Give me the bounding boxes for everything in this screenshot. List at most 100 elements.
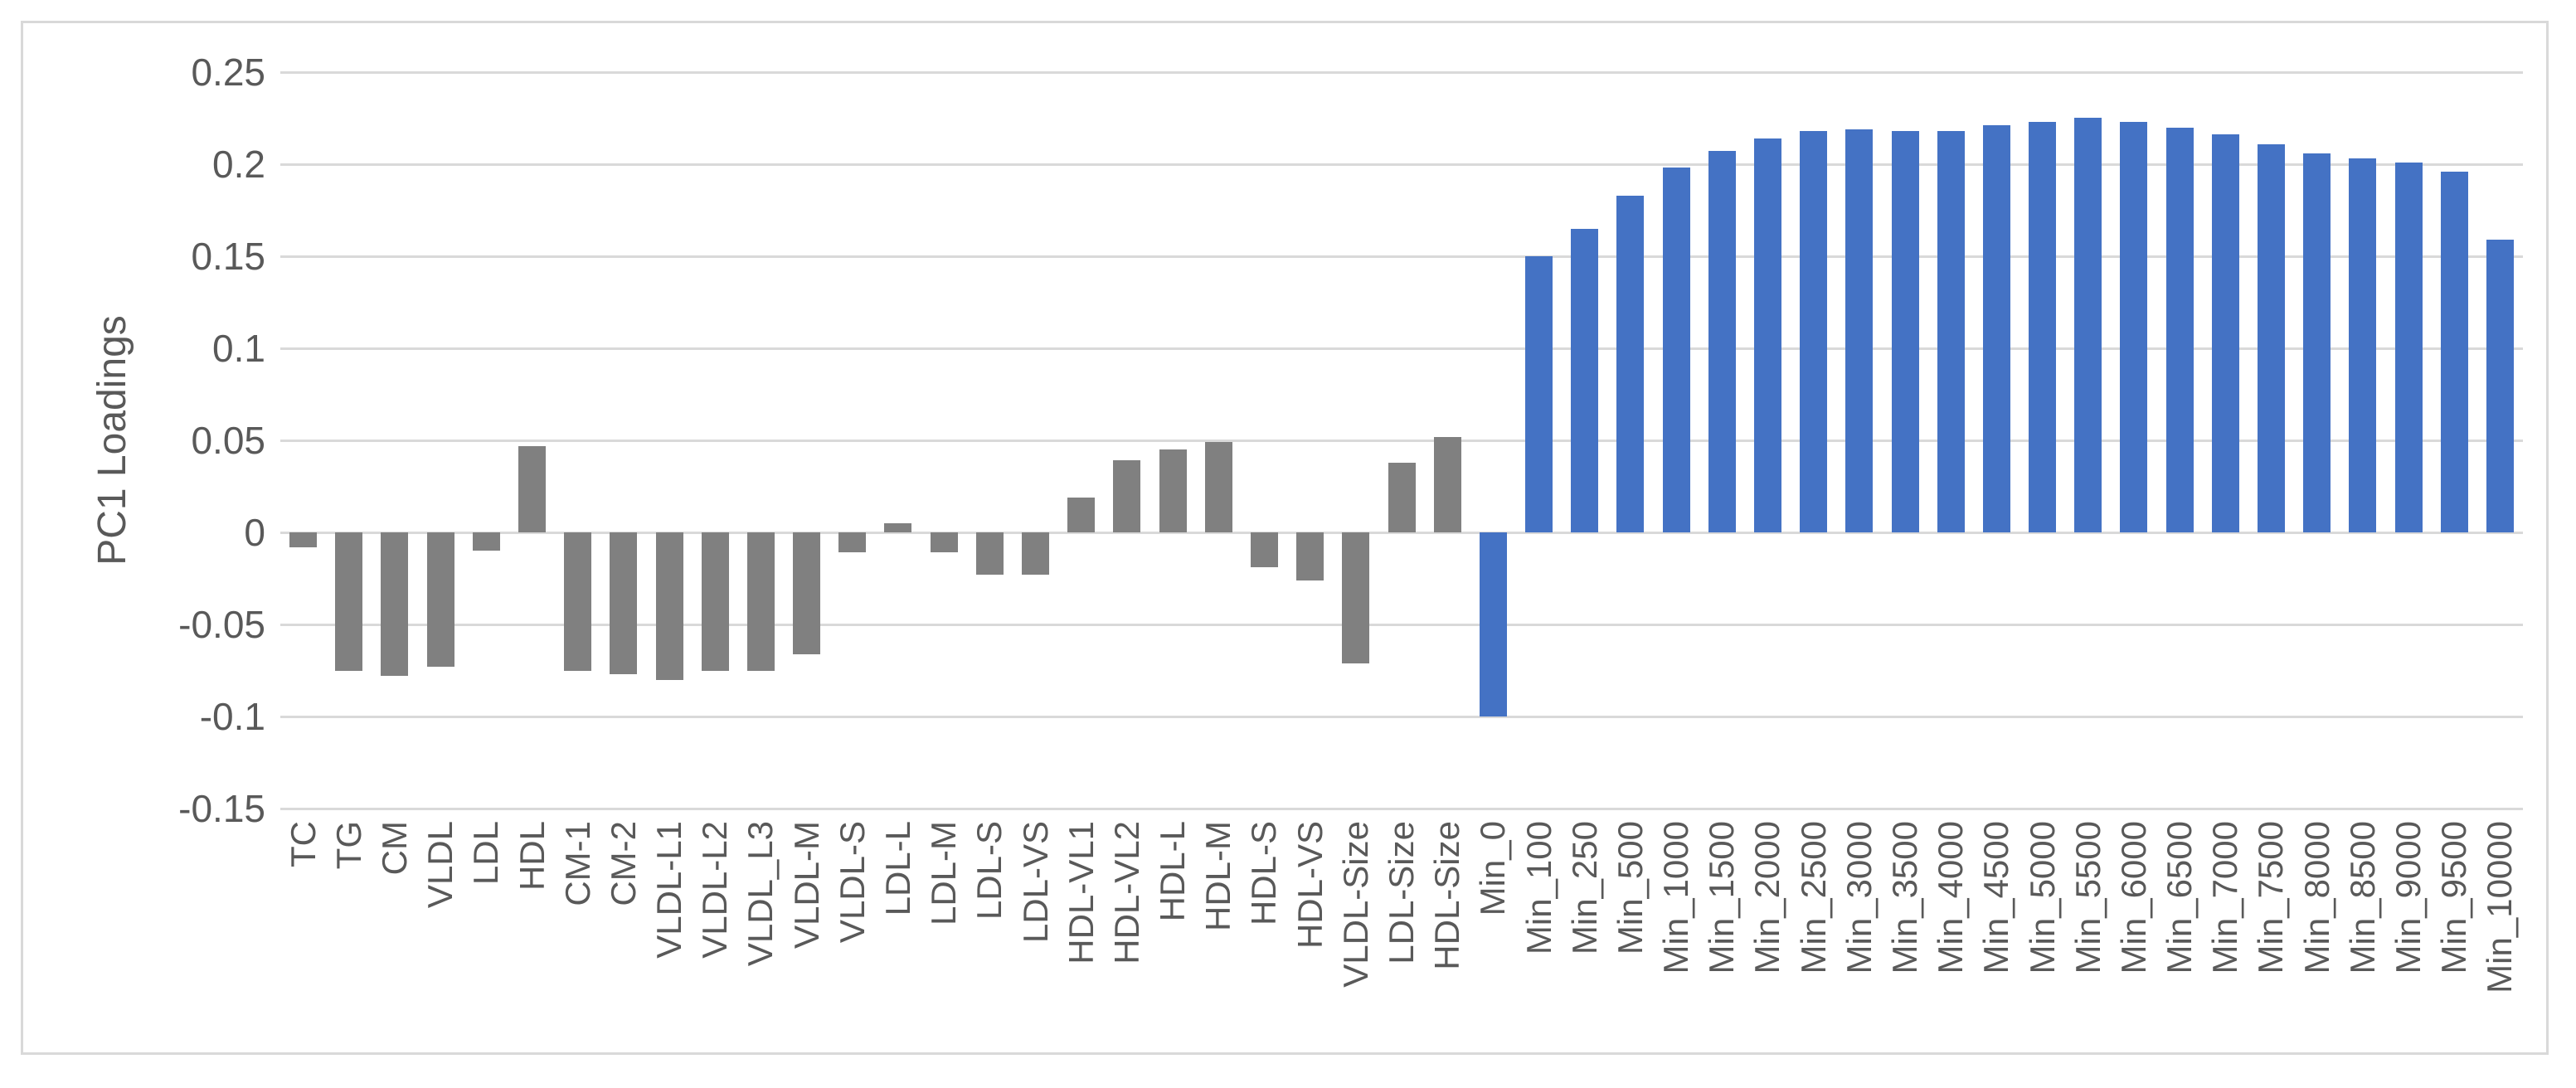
bar-Min_9500 [2441,172,2468,532]
x-tick-label: CM-2 [604,821,643,906]
bar-Min_6000 [2120,122,2147,532]
x-tick-label: Min_9500 [2434,821,2473,974]
bar-CM [381,532,408,676]
x-tick-label: Min_250 [1565,821,1604,955]
bar-Min_2500 [1800,131,1827,532]
gridline [280,808,2523,810]
x-tick-label: Min_9000 [2389,821,2428,974]
bar-Min_6500 [2166,128,2194,532]
bar-VLDL-M [793,532,820,654]
x-tick-label: VLDL [420,821,459,909]
x-tick-label: Min_4500 [1976,821,2015,974]
bar-Min_100 [1525,256,1553,532]
bar-Min_7500 [2258,144,2285,532]
bar-HDL-VS [1296,532,1324,580]
x-tick-label: Min_1500 [1702,821,1741,974]
bar-Min_3000 [1845,129,1873,532]
bar-LDL-Size [1388,463,1416,532]
bar-HDL-VL2 [1113,460,1140,532]
y-tick-label: -0.1 [199,695,265,738]
x-tick-label: Min_8000 [2297,821,2336,974]
x-tick-label: Min_3000 [1840,821,1879,974]
y-tick-label: 0 [244,511,265,554]
x-tick-label: HDL-Size [1427,821,1466,970]
bar-HDL-Size [1434,437,1461,532]
gridline [280,255,2523,258]
x-tick-label: LDL-VS [1016,821,1055,944]
x-tick-label: Min_5000 [2023,821,2062,974]
y-tick-label: -0.15 [178,787,265,830]
bar-LDL-L [884,523,911,532]
x-tick-label: VLDL-M [787,821,826,950]
bar-Min_4000 [1937,131,1965,532]
x-tick-label: TG [329,821,368,870]
bar-LDL-M [931,532,958,552]
x-tick-label: Min_8500 [2343,821,2382,974]
x-tick-label: LDL [466,821,505,886]
y-tick-label: 0.15 [191,235,265,278]
x-tick-label: Min_0 [1473,821,1512,916]
x-tick-label: Min_3500 [1885,821,1924,974]
bar-CM-1 [564,532,591,671]
gridline [280,347,2523,350]
x-tick-label: Min_6000 [2114,821,2153,974]
bar-LDL-S [976,532,1004,575]
x-tick-label: LDL-Size [1382,821,1421,964]
bar-Min_0 [1480,532,1507,716]
x-tick-label: HDL-VS [1290,821,1329,950]
bar-Min_9000 [2395,163,2423,532]
bar-Min_250 [1571,229,1598,532]
x-tick-label: CM [375,821,414,876]
x-tick-label: HDL-VL2 [1107,821,1146,964]
bar-LDL-VS [1022,532,1049,575]
bar-LDL [473,532,500,551]
x-tick-label: Min_7500 [2251,821,2290,974]
x-tick-label: HDL-M [1198,821,1237,931]
x-tick-label: Min_2000 [1747,821,1786,974]
x-tick-label: LDL-L [878,821,917,916]
x-tick-label: HDL-S [1244,821,1283,926]
x-tick-label: VLDL_L3 [741,821,780,967]
gridline [280,716,2523,718]
x-tick-label: HDL-L [1153,821,1192,922]
bar-VLDL-Size [1342,532,1369,663]
bar-TG [335,532,362,671]
y-tick-label: -0.05 [178,603,265,646]
x-tick-label: Min_6500 [2160,821,2199,974]
y-tick-label: 0.05 [191,419,265,462]
bar-Min_1000 [1663,168,1690,532]
bar-Min_500 [1616,196,1644,532]
bar-Min_1500 [1708,151,1736,532]
bar-HDL-S [1251,532,1278,567]
y-tick-label: 0.25 [191,51,265,94]
bar-VLDL_L3 [747,532,775,671]
bar-Min_3500 [1892,131,1919,532]
x-tick-label: VLDL-L1 [649,821,688,959]
x-tick-label: Min_100 [1519,821,1558,955]
bar-Min_2000 [1754,138,1781,532]
bar-Min_4500 [1983,125,2010,532]
y-tick-label: 0.1 [212,327,265,370]
bar-HDL-L [1159,449,1187,532]
gridline [280,163,2523,166]
x-tick-label: Min_500 [1611,821,1650,955]
bar-VLDL-L2 [702,532,729,671]
bar-HDL [518,446,546,532]
bar-VLDL-L1 [656,532,683,680]
x-tick-label: Min_7000 [2205,821,2244,974]
x-tick-label: Min_5500 [2068,821,2107,974]
bar-HDL-VL1 [1067,498,1095,532]
x-tick-label: HDL-VL1 [1062,821,1101,964]
x-tick-label: HDL [513,821,552,891]
bar-VLDL [427,532,454,667]
bar-VLDL-S [838,532,866,552]
gridline [280,71,2523,74]
x-tick-label: LDL-S [970,821,1009,920]
bar-TC [289,532,317,547]
bar-Min_5500 [2074,118,2102,532]
bar-Min_7000 [2212,134,2239,532]
bar-Min_8000 [2303,153,2331,532]
bar-Min_5000 [2029,122,2056,532]
